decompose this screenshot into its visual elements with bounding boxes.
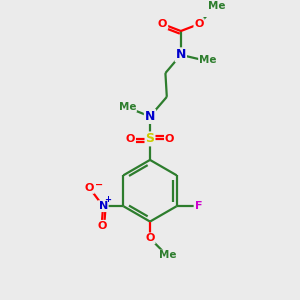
Text: Me: Me [199, 56, 216, 65]
Text: +: + [104, 196, 111, 205]
Text: N: N [145, 110, 155, 123]
Text: O: O [194, 19, 204, 29]
Text: Me: Me [160, 250, 177, 260]
Text: O: O [97, 221, 106, 231]
Text: F: F [194, 201, 202, 211]
Text: O: O [165, 134, 174, 144]
Text: O: O [84, 183, 94, 193]
Text: O: O [145, 233, 155, 243]
Text: N: N [98, 201, 108, 211]
Text: O: O [158, 19, 167, 29]
Text: Me: Me [119, 102, 136, 112]
Text: N: N [176, 48, 186, 61]
Text: −: − [95, 180, 103, 190]
Text: Me: Me [208, 1, 226, 11]
Text: S: S [146, 132, 154, 146]
Text: O: O [126, 134, 135, 144]
